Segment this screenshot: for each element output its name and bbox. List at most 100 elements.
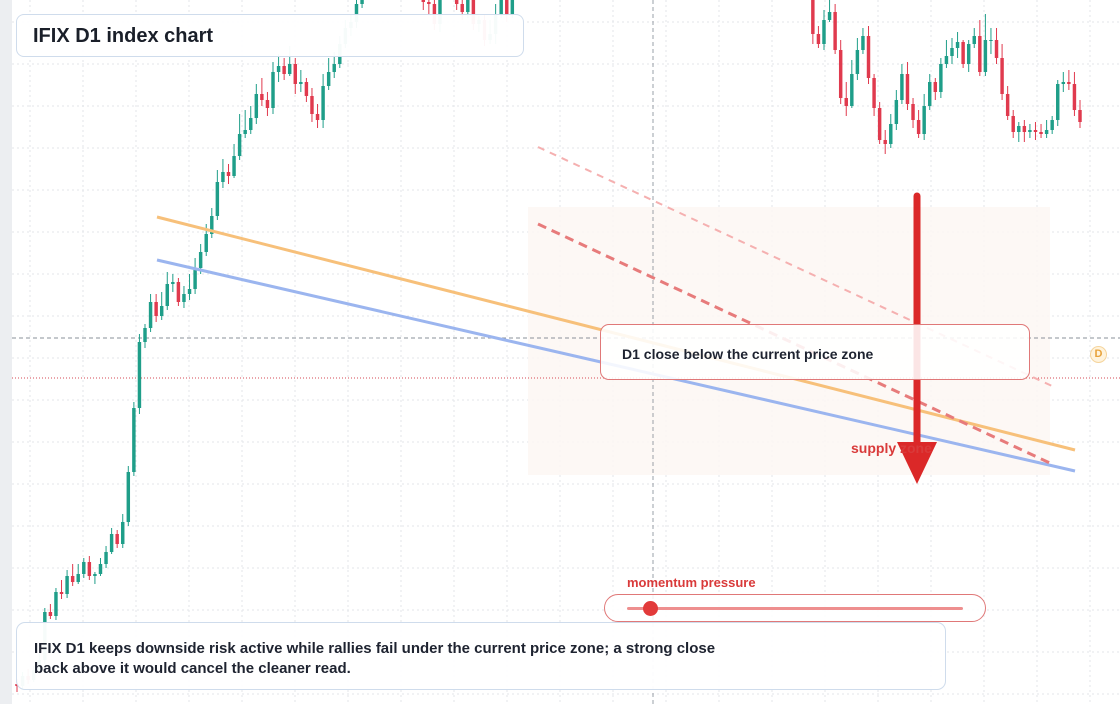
candle-body — [939, 64, 943, 92]
candle-body — [838, 50, 843, 98]
candle — [148, 294, 153, 332]
summary-panel: IFIX D1 keeps downside risk active while… — [16, 622, 946, 690]
candle — [950, 38, 954, 64]
candle-body — [154, 302, 158, 316]
candle-body — [944, 56, 949, 64]
candle — [844, 82, 848, 116]
candle — [109, 528, 114, 554]
candle-body — [978, 36, 982, 72]
candle — [226, 164, 231, 184]
candle-body — [109, 534, 114, 552]
candle-body — [332, 64, 336, 72]
candle-body — [204, 234, 208, 252]
candle — [326, 58, 331, 90]
candle-body — [1011, 116, 1015, 132]
candle — [894, 90, 899, 130]
candle-body — [93, 574, 97, 576]
momentum-pressure-slider[interactable] — [604, 594, 986, 622]
candle — [282, 58, 286, 80]
candle-body — [354, 4, 359, 22]
candle — [838, 40, 843, 104]
candle — [254, 84, 259, 124]
candle — [70, 564, 75, 586]
candle-body — [98, 564, 103, 574]
candle-body — [265, 100, 270, 108]
candle-body — [972, 36, 976, 44]
candle — [866, 26, 871, 84]
candle — [176, 278, 181, 306]
candle-body — [282, 66, 286, 74]
candle-body — [276, 66, 281, 72]
candle-body — [132, 408, 136, 472]
candle-body — [1056, 84, 1060, 120]
candle — [310, 88, 314, 122]
candle — [822, 10, 826, 50]
candle — [143, 324, 147, 348]
candle — [816, 26, 821, 48]
candle-body — [872, 78, 876, 108]
candle — [928, 74, 932, 110]
candle-body — [460, 4, 464, 12]
candle-body — [165, 284, 169, 306]
candle-body — [827, 12, 832, 20]
candle — [1044, 120, 1049, 138]
candle — [293, 58, 297, 94]
candle — [1061, 72, 1066, 92]
candle-body — [499, 0, 503, 14]
candle — [221, 159, 225, 188]
candle — [232, 144, 236, 178]
candle — [93, 572, 97, 584]
page-title: IFIX D1 index chart — [33, 25, 214, 47]
candle-body — [70, 576, 75, 582]
candle — [215, 170, 220, 220]
momentum-thumb[interactable] — [643, 601, 659, 616]
candle-body — [1033, 130, 1038, 132]
candle — [961, 40, 965, 68]
candle-body — [1072, 84, 1077, 110]
candle — [889, 114, 893, 148]
candle-body — [816, 34, 821, 44]
momentum-track — [627, 607, 963, 610]
candle-body — [1022, 126, 1027, 132]
candle — [1000, 44, 1004, 100]
candle-body — [315, 114, 320, 120]
candle — [276, 54, 281, 82]
candle-body — [1078, 110, 1082, 122]
candle-body — [1005, 94, 1010, 116]
candle — [304, 78, 309, 102]
candle — [811, 0, 815, 44]
candle-body — [811, 0, 815, 34]
momentum-label: momentum pressure — [627, 575, 756, 590]
candle — [237, 114, 242, 160]
candle — [1011, 110, 1015, 138]
candle-body — [76, 574, 80, 582]
candle — [916, 110, 921, 138]
candle-body — [510, 0, 515, 14]
candle-body — [438, 0, 442, 24]
candle — [54, 588, 58, 620]
candle-body — [176, 282, 181, 302]
candle-body — [293, 64, 297, 84]
candle-body — [1017, 126, 1021, 132]
candle — [421, 0, 426, 10]
candle-body — [221, 172, 225, 182]
candle-body — [148, 302, 153, 328]
candle — [454, 0, 459, 10]
candle — [883, 130, 887, 154]
candle — [427, 0, 431, 14]
candle — [59, 580, 64, 599]
candle-body — [126, 472, 131, 522]
candle — [360, 0, 364, 8]
candle — [193, 258, 197, 294]
candle-body — [260, 94, 264, 100]
candle-body — [232, 156, 236, 176]
candle — [1017, 122, 1021, 142]
candle-body — [421, 0, 426, 2]
candle-body — [210, 216, 214, 234]
candle — [82, 558, 86, 578]
candle — [1028, 124, 1032, 138]
candle-body — [928, 82, 932, 106]
candle-body — [454, 0, 459, 4]
candle — [1067, 70, 1071, 90]
candle — [877, 102, 882, 144]
